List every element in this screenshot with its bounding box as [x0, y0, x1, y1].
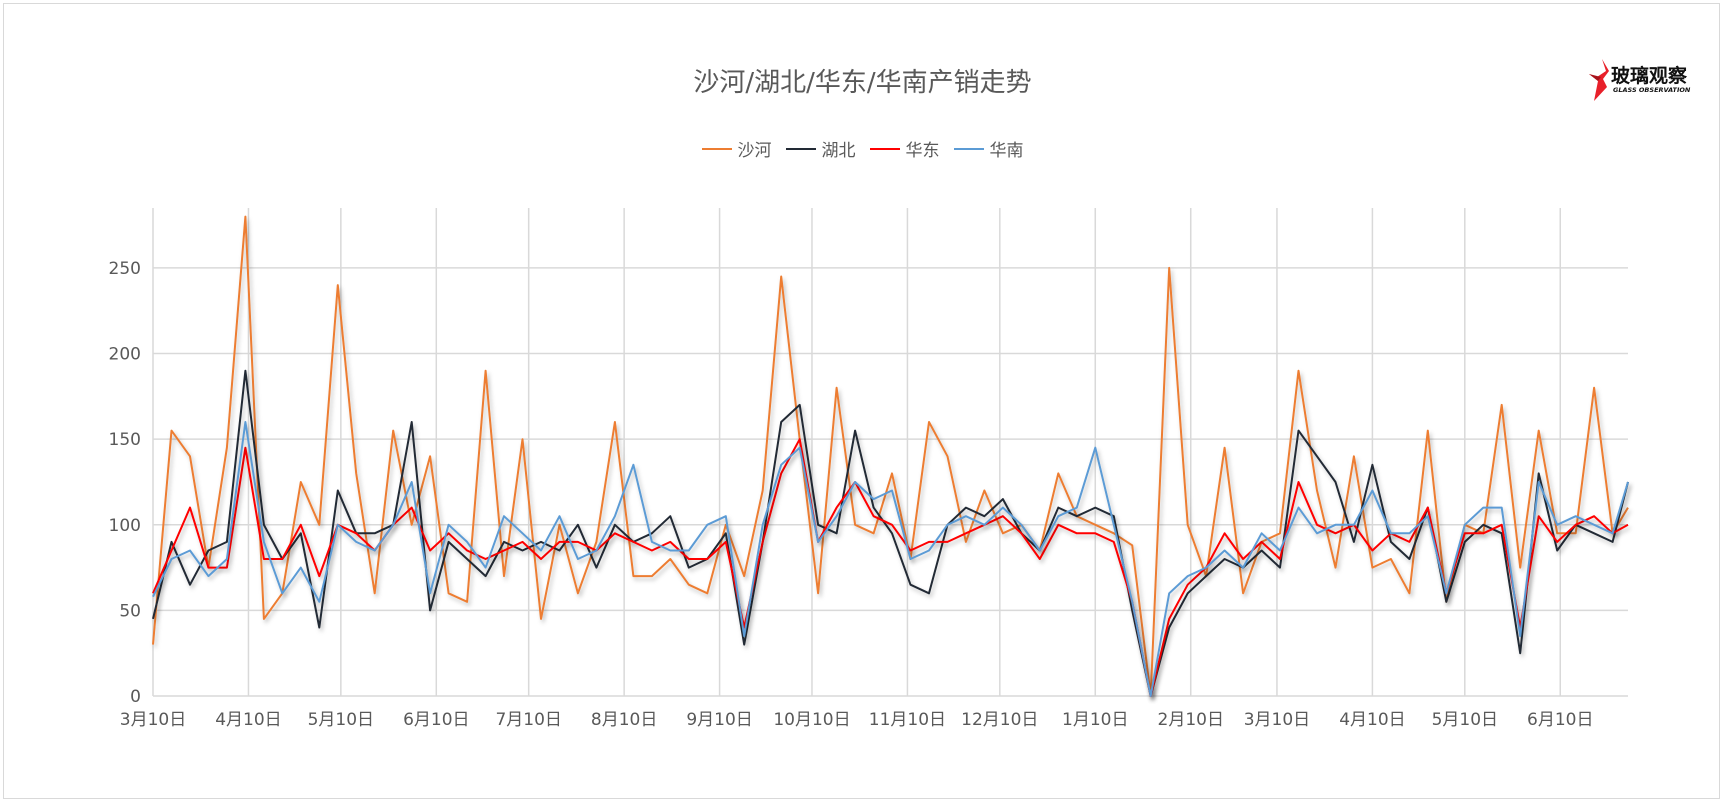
legend-swatch — [701, 147, 732, 150]
x-tick-label: 3月10日 — [1244, 710, 1310, 730]
x-tick-label: 6月10日 — [1527, 710, 1593, 730]
y-tick-label: 50 — [119, 601, 141, 621]
x-tick-label: 4月10日 — [215, 710, 281, 730]
x-tick-label: 7月10日 — [495, 710, 561, 730]
legend: 沙河 湖北 华东 华南 — [0, 136, 1725, 161]
x-tick-label: 12月10日 — [961, 710, 1038, 730]
chart-title: 沙河/湖北/华东/华南产销走势 — [693, 68, 1032, 98]
legend-item-hubei[interactable]: 湖北 — [785, 136, 856, 161]
legend-item-huanan[interactable]: 华南 — [953, 136, 1024, 161]
legend-label: 华东 — [905, 141, 940, 161]
x-tick-label: 8月10日 — [591, 710, 657, 730]
series-line-1 — [152, 369, 1629, 697]
legend-label: 沙河 — [737, 141, 772, 161]
x-tick-label: 4月10日 — [1339, 710, 1405, 730]
legend-swatch — [953, 147, 984, 150]
legend-label: 湖北 — [821, 141, 856, 161]
chart-frame — [3, 3, 1720, 799]
y-tick-label: 100 — [109, 516, 141, 536]
x-tick-label: 10月10日 — [773, 710, 850, 730]
legend-item-shahe[interactable]: 沙河 — [701, 136, 772, 161]
y-tick-label: 250 — [109, 259, 141, 279]
x-tick-label: 5月10日 — [1432, 710, 1498, 730]
y-tick-label: 200 — [109, 345, 141, 365]
y-tick-label: 150 — [109, 430, 141, 450]
logo-star-icon — [1589, 59, 1609, 101]
y-tick-label: 0 — [130, 687, 141, 707]
x-tick-label: 2月10日 — [1158, 710, 1224, 730]
x-tick-label: 11月10日 — [869, 710, 946, 730]
legend-item-huadong[interactable]: 华东 — [869, 136, 940, 161]
logo-text-cn: 玻璃观察 — [1611, 65, 1688, 87]
series-line-3 — [152, 421, 1629, 697]
x-tick-label: 9月10日 — [686, 710, 752, 730]
x-tick-label: 3月10日 — [120, 710, 186, 730]
legend-swatch — [869, 147, 900, 150]
x-tick-label: 1月10日 — [1062, 710, 1128, 730]
logo: 玻璃观察 GLASS OBSERVATION — [1585, 57, 1695, 103]
legend-label: 华南 — [989, 141, 1024, 161]
x-tick-label: 5月10日 — [308, 710, 374, 730]
logo-text-en: GLASS OBSERVATION — [1613, 86, 1691, 94]
legend-swatch — [785, 147, 816, 150]
x-tick-label: 6月10日 — [403, 710, 469, 730]
series-line-2 — [152, 438, 1629, 697]
series-line-0 — [152, 215, 1629, 697]
